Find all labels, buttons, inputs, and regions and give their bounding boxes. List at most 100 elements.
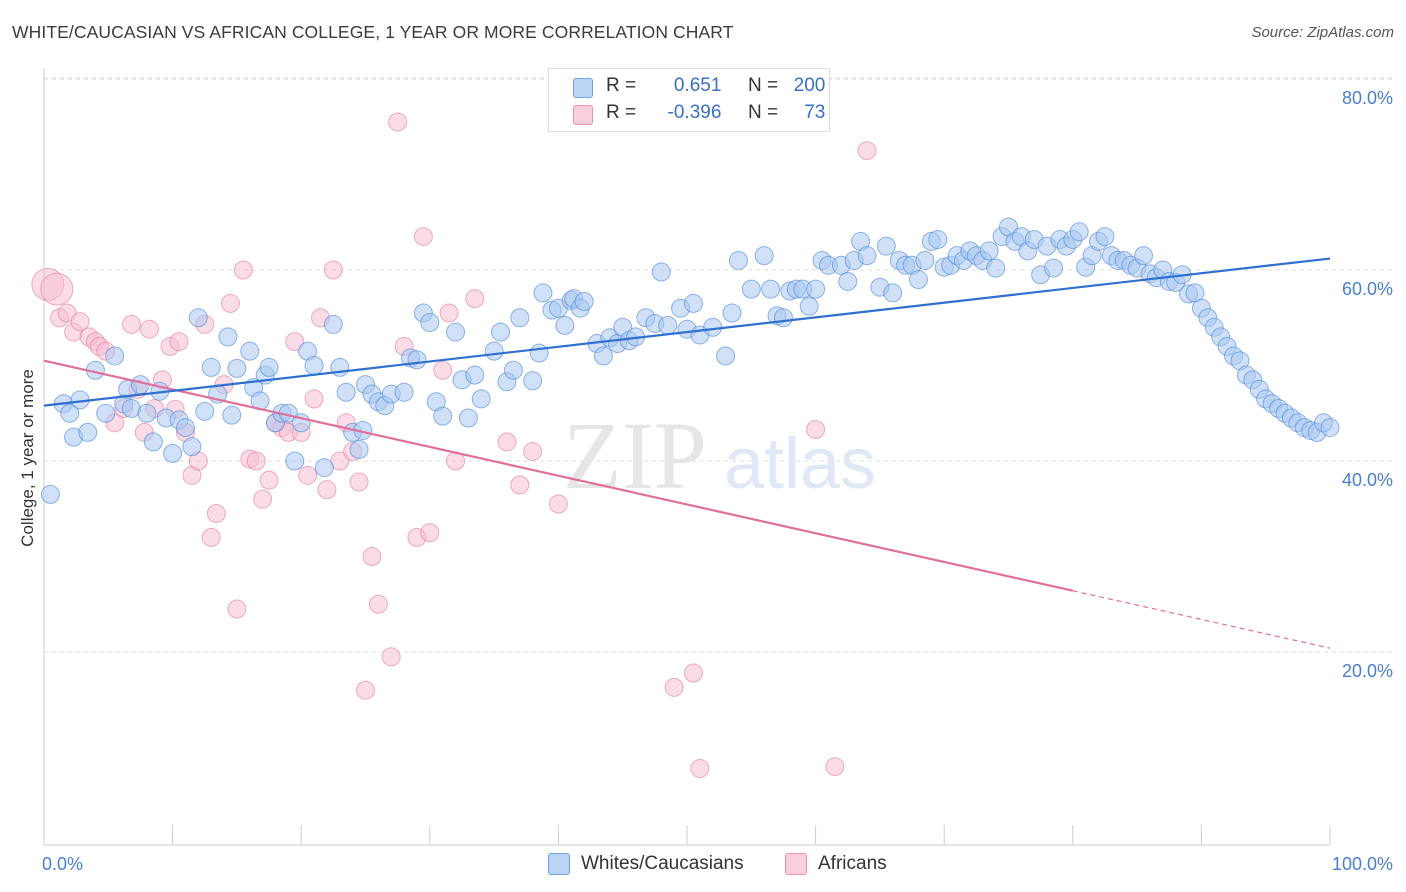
trend-lines [43, 257, 1331, 649]
whites-point [323, 314, 343, 334]
africans-point [362, 547, 382, 566]
legend-swatch-africans [573, 105, 593, 125]
whites-point [716, 346, 736, 366]
whites-point [741, 279, 761, 299]
legend-box: R = 0.651 N = 200 R = -0.396 N = 73 [548, 68, 830, 132]
whites-point [227, 358, 247, 378]
africans-point [523, 441, 543, 461]
whites-point [336, 382, 356, 402]
whites-point [458, 408, 478, 428]
chart-title: WHITE/CAUCASIAN VS AFRICAN COLLEGE, 1 YE… [12, 22, 734, 42]
whites-point [465, 365, 485, 385]
whites-point [60, 403, 80, 423]
whites-point [761, 279, 781, 299]
africans-point [220, 293, 240, 313]
source-label: Source: ZipAtlas.com [1251, 24, 1394, 41]
y-tick-label: 20.0% [1342, 661, 1393, 681]
legend-n-label: N = [747, 102, 779, 123]
whites-point [420, 313, 440, 333]
africans-point [420, 523, 440, 543]
africans-point [298, 465, 318, 485]
whites-point [182, 437, 202, 457]
africans-point [121, 314, 141, 334]
whites-point [78, 422, 98, 442]
africans-point [253, 489, 273, 509]
africans-point [497, 432, 517, 452]
x-tick-label: 0.0% [42, 854, 83, 874]
whites-point [555, 315, 575, 335]
whites-point [40, 484, 60, 504]
africans-point [825, 757, 845, 777]
whites-points [40, 217, 1340, 504]
axes [43, 68, 1331, 846]
africans-point [139, 319, 159, 339]
africans-point [201, 527, 221, 547]
tick-labels: 20.0% 40.0% 60.0% 80.0% 0.0% 100.0% [42, 88, 1393, 874]
legend-swatch-whites [573, 78, 593, 98]
whites-point [523, 371, 543, 391]
whites-point [799, 296, 819, 316]
whites-point [876, 236, 896, 256]
whites-point [503, 360, 523, 380]
africans-point [690, 759, 710, 779]
africans-point [548, 494, 568, 514]
whites-point [728, 250, 748, 270]
africans-point [317, 480, 337, 500]
africans-point [368, 594, 388, 614]
whites-point [314, 458, 334, 478]
y-tick-label: 40.0% [1342, 470, 1393, 490]
africans-point [857, 141, 877, 161]
africans-point [259, 470, 279, 490]
africans-point [246, 451, 266, 471]
whites-point [838, 271, 858, 291]
africans-point [227, 599, 247, 619]
whites-point [446, 322, 466, 342]
whites-point [304, 356, 324, 375]
whites-point [928, 229, 948, 249]
whites-point [240, 341, 260, 361]
africans-point [233, 260, 253, 280]
whites-point [574, 292, 594, 312]
legend-n-label: N = [747, 75, 779, 96]
legend-r-value-whites: 0.651 [673, 75, 722, 96]
africans-point [683, 663, 703, 683]
whites-point [510, 308, 530, 328]
legend-r-label: R = [606, 75, 637, 96]
africans-point [40, 272, 74, 306]
whites-point [1320, 418, 1340, 438]
watermark-atlas: atlas [724, 424, 876, 504]
whites-point [1134, 246, 1154, 266]
whites-point [1044, 258, 1064, 278]
africans-point [806, 419, 826, 439]
africans-point [510, 475, 530, 495]
whites-point [857, 246, 877, 266]
africans-point [465, 289, 485, 309]
legend-n-value-whites: 200 [793, 75, 826, 96]
africans-point [323, 260, 343, 280]
whites-point [188, 308, 208, 328]
whites-point [137, 403, 157, 423]
whites-point [908, 270, 928, 290]
whites-point [529, 343, 549, 363]
africans-point [206, 504, 226, 524]
legend-r-value-africans: -0.396 [667, 102, 722, 123]
bottom-legend-label-whites: Whites/Caucasians [581, 853, 744, 874]
africans-points [31, 112, 877, 779]
gridlines [44, 77, 1392, 653]
whites-point [683, 293, 703, 313]
x-tick-label: 100.0% [1332, 854, 1393, 874]
whites-trend-line [43, 257, 1331, 407]
africans-trend-line [43, 359, 1074, 592]
whites-point [285, 451, 305, 471]
whites-point [143, 432, 163, 452]
whites-point [195, 401, 215, 421]
africans-point [439, 303, 459, 323]
whites-point [96, 403, 116, 423]
whites-point [658, 315, 678, 335]
africans-point [70, 312, 90, 332]
whites-point [651, 262, 671, 282]
whites-point [806, 279, 826, 299]
whites-point [201, 357, 221, 377]
whites-point [471, 389, 491, 409]
